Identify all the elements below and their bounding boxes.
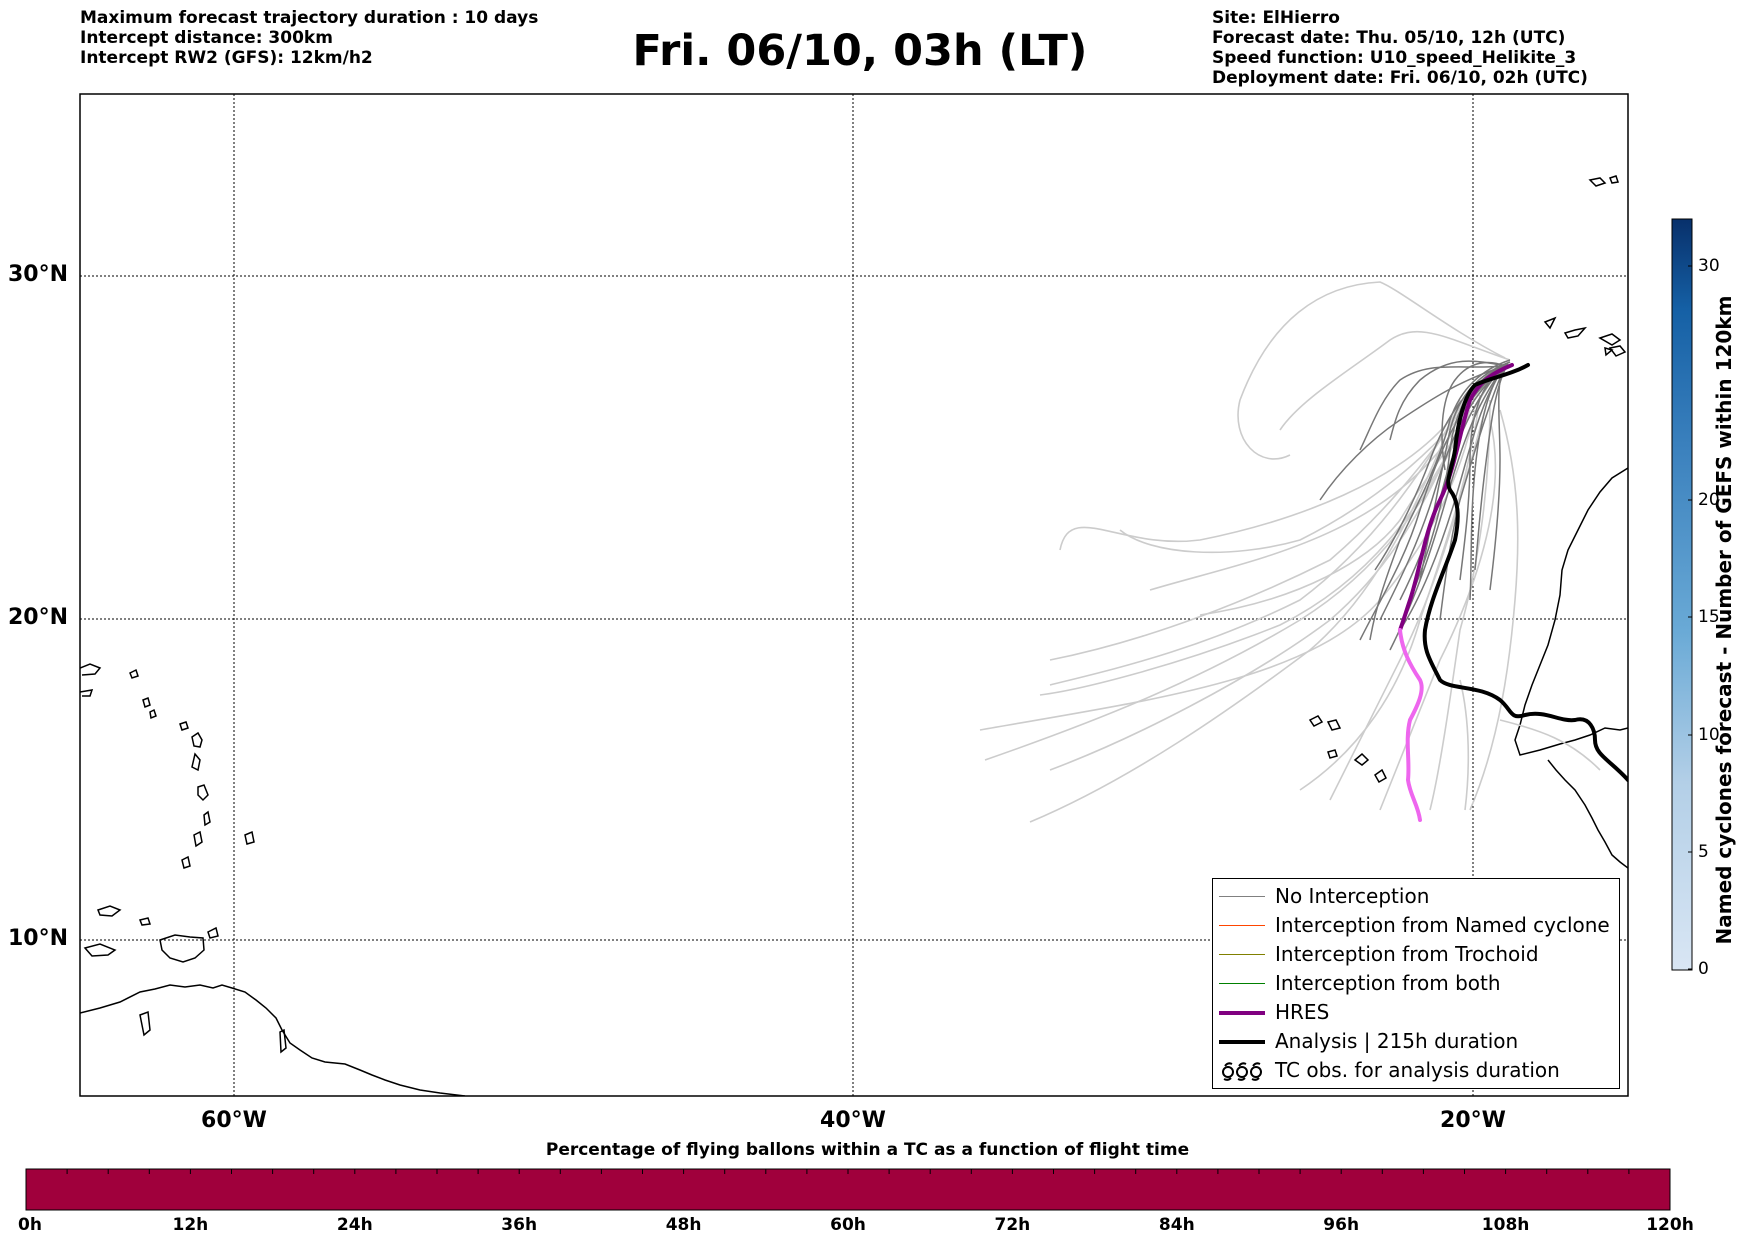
map-legend: No Interception Interception from Named … — [1212, 878, 1620, 1089]
analysis-track — [1422, 363, 1628, 782]
intercept-rw2-text: Intercept RW2 (GFS): 12km/h2 — [80, 48, 373, 68]
flight-time-tick-60h: 60h — [830, 1215, 866, 1235]
flight-time-tick-72h: 72h — [994, 1215, 1031, 1235]
lat-label-10n: 10°N — [8, 926, 69, 951]
speed-function-text: Speed function: U10_speed_Helikite_3 — [1212, 48, 1577, 68]
page-title: Fri. 06/10, 03h (LT) — [632, 26, 1088, 76]
intercept-distance-text: Intercept distance: 300km — [80, 28, 333, 48]
flight-time-tick-48h: 48h — [665, 1215, 702, 1235]
lon-label-60w: 60°W — [201, 1108, 267, 1133]
colorbar-title: Named cyclones forecast - Number of GEFS… — [1712, 295, 1736, 945]
legend-swatch-olive — [1219, 954, 1265, 955]
cyclone-symbols-icon — [1222, 1062, 1262, 1081]
flight-time-tick-36h: 36h — [501, 1215, 538, 1235]
legend-swatch-orange — [1219, 925, 1265, 926]
flight-time-tick-24h: 24h — [336, 1215, 373, 1235]
flight-time-bar — [25, 1168, 1671, 1211]
lon-label-20w: 20°W — [1440, 1108, 1506, 1133]
map-frame — [79, 93, 1629, 1097]
header-left-info: Maximum forecast trajectory duration : 1… — [80, 8, 538, 68]
flight-time-tick-96h: 96h — [1323, 1215, 1360, 1235]
legend-swatch-black — [1219, 1040, 1265, 1044]
flight-time-tick-108h: 108h — [1481, 1215, 1530, 1235]
colorbar-tick-20: 20 — [1698, 490, 1720, 510]
flight-time-tick-12h: 12h — [172, 1215, 209, 1235]
flight-time-tick-84h: 84h — [1158, 1215, 1195, 1235]
legend-swatch-gray — [1219, 896, 1265, 897]
colorbar-tick-15: 15 — [1698, 607, 1720, 627]
lon-label-40w: 40°W — [820, 1108, 886, 1133]
hres-track — [1398, 363, 1514, 822]
lat-label-20n: 20°N — [8, 605, 69, 630]
coastline-africa — [1308, 175, 1628, 869]
flight-time-tick-0h: 0h — [18, 1215, 42, 1235]
legend-swatch-purple — [1219, 1011, 1265, 1015]
lat-label-30n: 30°N — [8, 262, 69, 287]
header-right-info: Site: ElHierro Forecast date: Thu. 05/10… — [1212, 8, 1588, 88]
colorbar-tick-30: 30 — [1698, 256, 1720, 276]
site-text: Site: ElHierro — [1212, 8, 1340, 28]
coastline-caribbean — [80, 663, 466, 1096]
flight-time-bar-title: Percentage of flying ballons within a TC… — [545, 1140, 1190, 1160]
colorbar-tick-0: 0 — [1698, 959, 1709, 979]
forecast-date-text: Forecast date: Thu. 05/10, 12h (UTC) — [1212, 28, 1566, 48]
max-duration-text: Maximum forecast trajectory duration : 1… — [80, 8, 539, 28]
flight-time-tick-120h: 120h — [1646, 1215, 1694, 1235]
colorbar-tick-10: 10 — [1698, 725, 1720, 745]
deployment-date-text: Deployment date: Fri. 06/10, 02h (UTC) — [1212, 68, 1588, 88]
cyclone-count-colorbar — [1671, 218, 1693, 971]
colorbar-tick-5: 5 — [1698, 842, 1709, 862]
legend-swatch-green — [1219, 983, 1265, 984]
